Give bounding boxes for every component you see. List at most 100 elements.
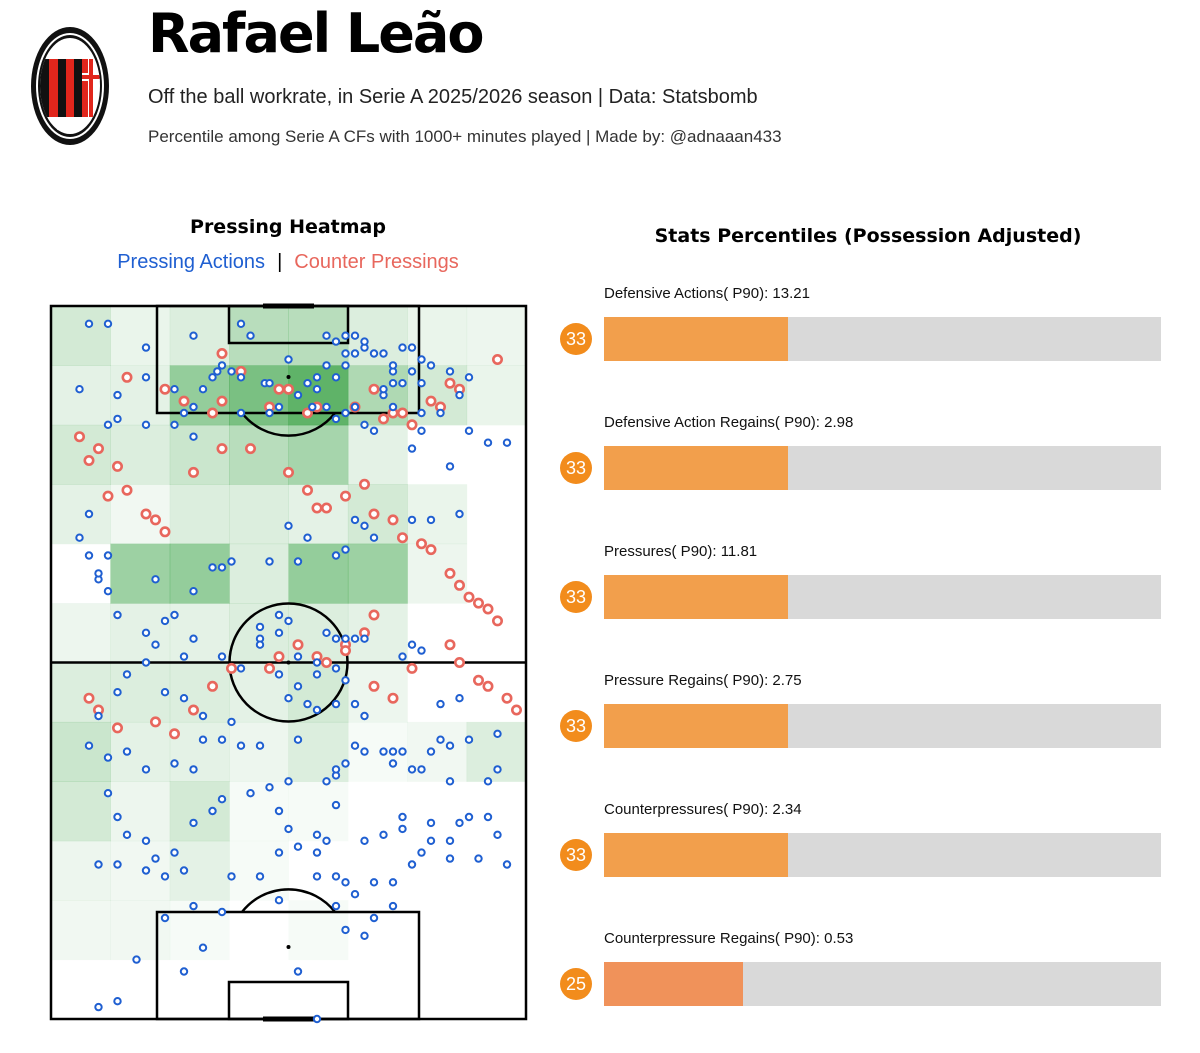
pressing-action-point bbox=[293, 652, 303, 661]
pressing-action-point bbox=[493, 765, 502, 774]
pressing-action-point bbox=[417, 426, 426, 436]
pressing-action-point bbox=[350, 515, 360, 525]
pressing-action-point bbox=[350, 741, 360, 750]
pressing-action-point bbox=[189, 331, 198, 340]
heat-cell bbox=[51, 781, 111, 842]
heat-cell bbox=[169, 603, 230, 663]
pressing-action-point bbox=[312, 872, 322, 881]
pressing-action-point bbox=[308, 402, 317, 412]
pressing-action-point bbox=[189, 765, 198, 774]
counter-pressing-point bbox=[396, 407, 408, 419]
pressing-action-point bbox=[274, 806, 284, 816]
heat-cell bbox=[407, 306, 468, 366]
pressing-action-point bbox=[331, 634, 341, 643]
heat-layer bbox=[51, 306, 527, 961]
heat-cell bbox=[229, 484, 289, 545]
pressing-action-point bbox=[350, 890, 360, 899]
heat-cell bbox=[169, 721, 230, 782]
pressing-action-point bbox=[502, 438, 512, 447]
heat-cell bbox=[347, 662, 408, 723]
subtitle-secondary: Percentile among Serie A CFs with 1000+ … bbox=[148, 127, 782, 146]
pressing-action-point bbox=[179, 967, 189, 976]
pressing-action-point bbox=[341, 925, 350, 935]
pressing-action-point bbox=[331, 664, 341, 673]
stat-label: Pressures( P90): 11.81 bbox=[604, 543, 758, 560]
pressing-action-point bbox=[322, 361, 331, 370]
pressing-action-point bbox=[398, 824, 407, 834]
heat-cell bbox=[229, 306, 289, 366]
pressing-action-point bbox=[426, 747, 436, 756]
pressing-action-point bbox=[312, 705, 322, 715]
counter-pressing-point bbox=[368, 508, 380, 520]
pressing-action-point bbox=[170, 759, 179, 768]
pressing-action-point bbox=[350, 634, 360, 643]
pressing-action-point bbox=[255, 640, 265, 649]
pressing-action-point bbox=[417, 646, 426, 655]
counter-pressing-point bbox=[188, 704, 200, 716]
centre-circle bbox=[228, 602, 349, 723]
counter-pressing-point bbox=[83, 455, 95, 467]
pressing-action-point bbox=[312, 830, 322, 839]
heatmap-title: Pressing Heatmap bbox=[190, 216, 386, 238]
pressing-action-point bbox=[312, 848, 322, 857]
heat-cell bbox=[347, 543, 408, 604]
pressing-action-point bbox=[445, 777, 455, 786]
heat-cell bbox=[51, 365, 111, 426]
pressing-action-point bbox=[312, 385, 322, 394]
pressing-action-point bbox=[284, 824, 293, 834]
pressing-action-point bbox=[265, 379, 274, 388]
counter-pressing-point bbox=[159, 526, 171, 538]
percentile-bar-fill bbox=[604, 446, 788, 490]
counter-pressing-point bbox=[301, 407, 313, 419]
counter-pressing-point bbox=[178, 395, 190, 407]
pressing-action-point bbox=[217, 907, 227, 917]
counter-pressing-point bbox=[339, 645, 351, 657]
counter-pressing-point bbox=[292, 639, 304, 651]
pressing-action-point bbox=[369, 349, 379, 358]
counter-pressing-point bbox=[283, 466, 295, 478]
heat-cell bbox=[169, 365, 230, 426]
counter-pressing-point bbox=[226, 662, 238, 674]
percentile-bar-track bbox=[604, 317, 1161, 361]
pressing-action-point bbox=[179, 866, 189, 875]
pressing-action-point bbox=[398, 812, 407, 822]
counter-pressing-point bbox=[216, 443, 228, 455]
pressing-action-point bbox=[103, 587, 113, 596]
percentile-badge: 33 bbox=[560, 839, 592, 871]
pressing-action-point bbox=[436, 699, 445, 709]
heat-cell bbox=[110, 424, 171, 485]
pressing-action-point bbox=[208, 563, 217, 572]
percentile-bar-track bbox=[604, 704, 1161, 748]
heat-cell bbox=[288, 900, 349, 961]
pressing-action-point bbox=[198, 711, 208, 721]
pressing-action-point bbox=[236, 373, 246, 382]
pressing-action-point bbox=[426, 361, 436, 370]
counter-pressing-point bbox=[415, 538, 427, 550]
pressing-action-point bbox=[341, 676, 350, 685]
centre-spot bbox=[286, 660, 291, 665]
counter-pressing-point bbox=[150, 716, 162, 728]
pressing-action-point bbox=[151, 575, 160, 584]
pressing-action-point bbox=[436, 735, 445, 744]
pressing-action-point bbox=[341, 331, 350, 340]
pressing-action-point bbox=[189, 901, 198, 911]
pressing-action-point bbox=[113, 860, 122, 869]
pressing-action-point bbox=[141, 836, 151, 845]
heat-cell bbox=[169, 424, 230, 485]
pressing-action-point bbox=[132, 955, 141, 964]
percentile-bar-fill bbox=[604, 575, 788, 619]
pressing-action-point bbox=[350, 349, 360, 358]
pressing-action-point bbox=[350, 699, 360, 709]
pressing-action-point bbox=[464, 812, 474, 822]
pressing-action-point bbox=[189, 587, 198, 596]
counter-pressing-point bbox=[387, 514, 399, 526]
pressing-action-point bbox=[293, 735, 303, 744]
heat-cell bbox=[169, 781, 230, 842]
pressing-action-point bbox=[274, 670, 284, 679]
counter-pressing-point bbox=[491, 615, 503, 627]
pressing-action-point bbox=[265, 408, 274, 418]
pressing-action-point bbox=[94, 1002, 103, 1012]
pressing-action-point bbox=[198, 943, 208, 952]
pressing-action-point bbox=[113, 688, 122, 697]
pressing-action-point bbox=[474, 854, 483, 863]
